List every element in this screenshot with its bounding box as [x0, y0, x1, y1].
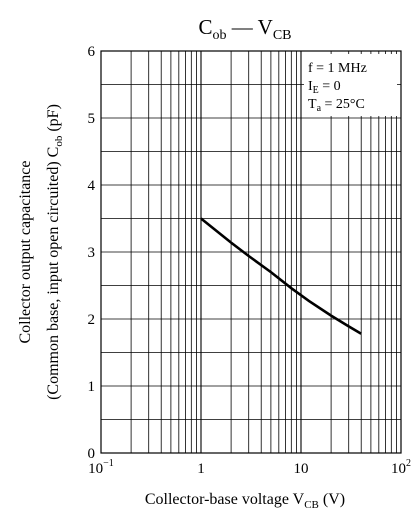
- x-axis-label: Collector-base voltage VCB (V): [145, 491, 345, 511]
- conditions-annotation: f = 1 MHz IE = 0 Ta = 25°C: [304, 54, 397, 116]
- chart-title: Cob — VCB: [199, 15, 292, 43]
- x-tick-label: 10: [294, 461, 309, 477]
- y-tick-label: 6: [88, 44, 96, 60]
- annotation-temperature: Ta = 25°C: [308, 97, 365, 114]
- y-tick-label: 4: [88, 178, 96, 194]
- y-tick-label: 2: [88, 312, 96, 328]
- y-axis-label-line2: (Common base, input open circuited) Cob …: [45, 104, 65, 400]
- y-tick-label: 5: [88, 111, 96, 127]
- series-line: [200, 217, 362, 335]
- annotation-box: [304, 54, 397, 116]
- y-tick-label: 1: [88, 379, 96, 395]
- grid-lines: [101, 51, 401, 453]
- plot-frame: [100, 50, 402, 454]
- y-axis-label-line1: Collector output capacitance: [17, 160, 34, 343]
- annotation-emitter-current: IE = 0: [308, 79, 341, 96]
- annotation-frequency: f = 1 MHz: [308, 61, 367, 76]
- y-tick-label: 3: [88, 245, 96, 261]
- x-tick-labels: 10−1 1 10 102: [88, 458, 411, 477]
- y-tick-label: 0: [88, 446, 96, 462]
- x-tick-label: 102: [391, 458, 411, 477]
- x-tick-label: 10−1: [88, 458, 114, 477]
- x-tick-label: 1: [197, 461, 205, 477]
- y-tick-labels: 0 1 2 3 4 5 6: [88, 44, 96, 462]
